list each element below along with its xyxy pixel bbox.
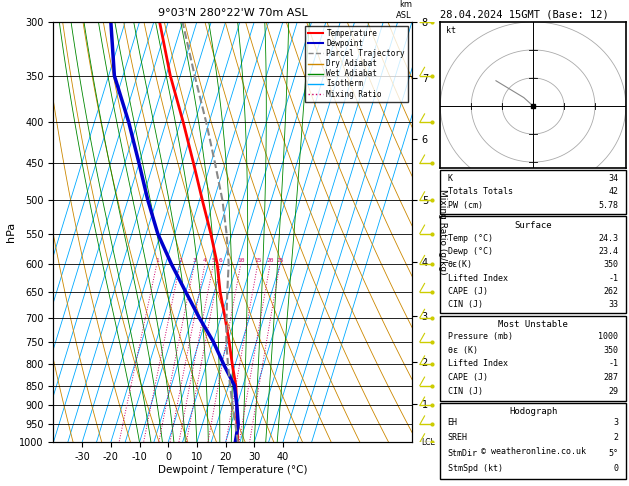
Text: 25: 25 bbox=[276, 258, 284, 262]
Text: 1000: 1000 bbox=[598, 331, 618, 341]
Text: θε(K): θε(K) bbox=[448, 260, 473, 269]
Text: km
ASL: km ASL bbox=[396, 0, 412, 20]
Text: Temp (°C): Temp (°C) bbox=[448, 234, 493, 243]
Text: 6: 6 bbox=[218, 258, 222, 262]
Text: 350: 350 bbox=[603, 346, 618, 355]
Text: SREH: SREH bbox=[448, 434, 468, 442]
Text: 5.78: 5.78 bbox=[598, 201, 618, 209]
Text: 3: 3 bbox=[192, 258, 196, 262]
Text: 3: 3 bbox=[613, 418, 618, 427]
Text: kt: kt bbox=[447, 26, 457, 35]
Text: 34: 34 bbox=[608, 174, 618, 183]
Text: CIN (J): CIN (J) bbox=[448, 300, 482, 309]
Text: 33: 33 bbox=[608, 300, 618, 309]
Text: 1: 1 bbox=[155, 258, 159, 262]
Text: -1: -1 bbox=[608, 360, 618, 368]
Text: 28.04.2024 15GMT (Base: 12): 28.04.2024 15GMT (Base: 12) bbox=[440, 9, 609, 19]
Text: 10: 10 bbox=[237, 258, 245, 262]
Text: 15: 15 bbox=[254, 258, 262, 262]
Text: Surface: Surface bbox=[515, 221, 552, 230]
Text: 287: 287 bbox=[603, 373, 618, 382]
Legend: Temperature, Dewpoint, Parcel Trajectory, Dry Adiabat, Wet Adiabat, Isotherm, Mi: Temperature, Dewpoint, Parcel Trajectory… bbox=[305, 26, 408, 102]
Y-axis label: Mixing Ratio (g/kg): Mixing Ratio (g/kg) bbox=[438, 189, 447, 275]
Text: 42: 42 bbox=[608, 187, 618, 196]
Text: Dewp (°C): Dewp (°C) bbox=[448, 247, 493, 256]
Text: StmSpd (kt): StmSpd (kt) bbox=[448, 464, 503, 473]
Text: 2: 2 bbox=[613, 434, 618, 442]
Text: 350: 350 bbox=[603, 260, 618, 269]
Text: CAPE (J): CAPE (J) bbox=[448, 287, 487, 296]
Text: Lifted Index: Lifted Index bbox=[448, 360, 508, 368]
Text: Most Unstable: Most Unstable bbox=[498, 320, 568, 329]
Text: 5: 5 bbox=[211, 258, 215, 262]
Text: 2: 2 bbox=[178, 258, 182, 262]
Text: 4: 4 bbox=[203, 258, 207, 262]
Text: 5°: 5° bbox=[608, 449, 618, 458]
Text: Totals Totals: Totals Totals bbox=[448, 187, 513, 196]
Text: PW (cm): PW (cm) bbox=[448, 201, 482, 209]
Text: Lifted Index: Lifted Index bbox=[448, 274, 508, 283]
Text: θε (K): θε (K) bbox=[448, 346, 477, 355]
Text: Pressure (mb): Pressure (mb) bbox=[448, 331, 513, 341]
Text: 262: 262 bbox=[603, 287, 618, 296]
Text: CIN (J): CIN (J) bbox=[448, 387, 482, 397]
Text: 24.3: 24.3 bbox=[598, 234, 618, 243]
Y-axis label: hPa: hPa bbox=[6, 222, 16, 242]
Text: 23.4: 23.4 bbox=[598, 247, 618, 256]
Text: 29: 29 bbox=[608, 387, 618, 397]
X-axis label: Dewpoint / Temperature (°C): Dewpoint / Temperature (°C) bbox=[158, 465, 308, 475]
Text: © weatheronline.co.uk: © weatheronline.co.uk bbox=[481, 447, 586, 456]
Title: 9°03'N 280°22'W 70m ASL: 9°03'N 280°22'W 70m ASL bbox=[158, 8, 308, 18]
Text: EH: EH bbox=[448, 418, 458, 427]
Text: K: K bbox=[448, 174, 453, 183]
Text: Hodograph: Hodograph bbox=[509, 407, 557, 416]
Text: 0: 0 bbox=[613, 464, 618, 473]
Text: LCL: LCL bbox=[421, 438, 435, 447]
Text: CAPE (J): CAPE (J) bbox=[448, 373, 487, 382]
Text: -1: -1 bbox=[608, 274, 618, 283]
Text: StmDir: StmDir bbox=[448, 449, 477, 458]
Text: 20: 20 bbox=[266, 258, 274, 262]
